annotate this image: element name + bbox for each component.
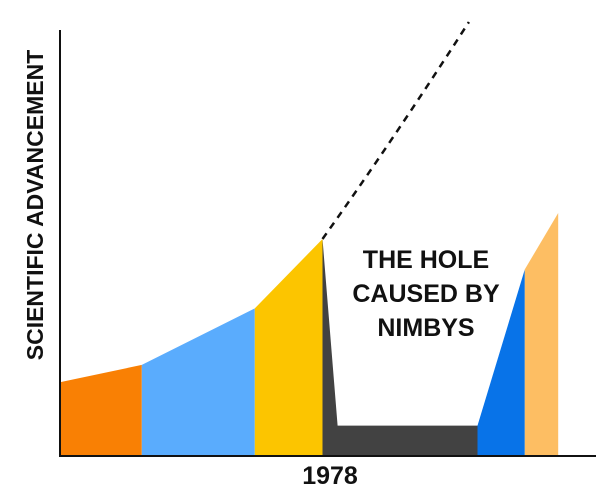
area-segment-1 [60,364,142,456]
area-segment-3 [254,239,323,456]
annotation-line-3: NIMBYS [377,314,474,342]
x-axis-label: 1978 [302,462,358,490]
area-segment-4 [322,239,478,456]
y-axis-label: SCIENTIFIC ADVANCEMENT [22,50,48,361]
area-segment-6 [524,213,559,456]
area-segment-2 [141,308,255,456]
annotation-line-1: THE HOLE [363,246,489,274]
trend-line-dashed [321,21,470,240]
area-segment-5 [477,269,525,456]
annotation-line-2: CAUSED BY [352,280,500,308]
area-segments [60,213,559,456]
